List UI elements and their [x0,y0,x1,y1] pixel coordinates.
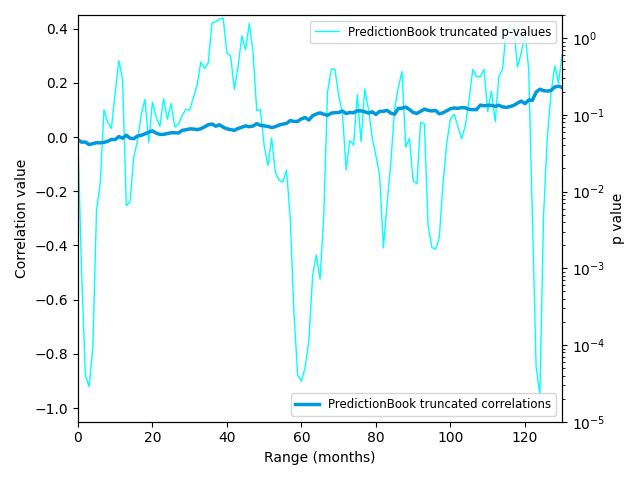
PredictionBook truncated p-values [324,89,332,95]
PredictionBook truncated correlations [122,132,130,138]
PredictionBook truncated correlations [447,106,454,112]
PredictionBook truncated p-values [220,15,227,21]
PredictionBook truncated p-values [230,86,238,92]
PredictionBook truncated p-values [558,52,566,58]
PredictionBook truncated correlations [324,112,332,118]
Y-axis label: Correlation value: Correlation value [15,159,29,278]
PredictionBook truncated p-values [447,116,454,121]
PredictionBook truncated correlations [74,137,82,143]
Y-axis label: p value: p value [611,193,625,244]
Line: PredictionBook truncated correlations: PredictionBook truncated correlations [78,86,562,144]
PredictionBook truncated p-values [257,107,264,112]
X-axis label: Range (months): Range (months) [264,451,376,465]
Line: PredictionBook truncated p-values: PredictionBook truncated p-values [78,18,562,395]
PredictionBook truncated p-values [536,392,544,397]
PredictionBook truncated p-values [74,137,82,143]
PredictionBook truncated correlations [558,84,566,90]
PredictionBook truncated correlations [257,122,264,128]
PredictionBook truncated correlations [555,84,563,89]
PredictionBook truncated correlations [230,128,238,133]
PredictionBook truncated p-values [268,135,275,141]
PredictionBook truncated correlations [268,125,275,131]
PredictionBook truncated p-values [119,77,127,83]
Legend: PredictionBook truncated correlations: PredictionBook truncated correlations [291,394,556,416]
PredictionBook truncated correlations [85,142,93,147]
